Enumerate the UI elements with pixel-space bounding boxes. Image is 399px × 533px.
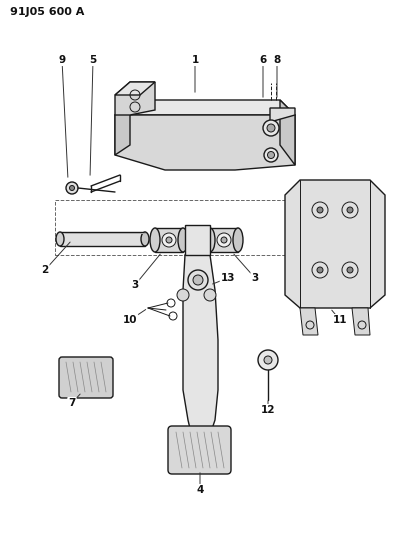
Ellipse shape: [141, 232, 149, 246]
Circle shape: [264, 148, 278, 162]
Text: 2: 2: [41, 265, 49, 275]
Text: 11: 11: [333, 315, 347, 325]
Circle shape: [188, 270, 208, 290]
Circle shape: [267, 151, 275, 158]
Circle shape: [267, 124, 275, 132]
Polygon shape: [300, 308, 318, 335]
Polygon shape: [115, 100, 130, 155]
Ellipse shape: [56, 232, 64, 246]
Circle shape: [221, 237, 227, 243]
Polygon shape: [285, 180, 385, 308]
Text: 3: 3: [131, 280, 138, 290]
Circle shape: [217, 233, 231, 247]
Circle shape: [193, 275, 203, 285]
Circle shape: [317, 207, 323, 213]
Text: 91J05 600 A: 91J05 600 A: [10, 7, 84, 17]
Polygon shape: [185, 225, 210, 255]
FancyBboxPatch shape: [59, 357, 113, 398]
Polygon shape: [115, 82, 155, 115]
Polygon shape: [280, 100, 295, 165]
Text: 1: 1: [192, 55, 199, 65]
Text: 7: 7: [68, 398, 76, 408]
Ellipse shape: [205, 228, 215, 252]
Polygon shape: [115, 115, 295, 170]
Bar: [55, 200, 305, 255]
Ellipse shape: [233, 228, 243, 252]
Text: 8: 8: [273, 55, 280, 65]
Polygon shape: [60, 232, 145, 246]
Text: 3: 3: [251, 273, 259, 283]
Circle shape: [347, 267, 353, 273]
Text: 4: 4: [196, 485, 203, 495]
Circle shape: [347, 207, 353, 213]
Text: 5: 5: [89, 55, 97, 65]
Polygon shape: [115, 100, 295, 115]
Ellipse shape: [150, 228, 160, 252]
Polygon shape: [183, 255, 218, 450]
Text: 13: 13: [221, 273, 235, 283]
Circle shape: [317, 267, 323, 273]
Polygon shape: [270, 108, 295, 122]
Circle shape: [258, 350, 278, 370]
Text: 12: 12: [261, 405, 275, 415]
Polygon shape: [210, 228, 238, 252]
Ellipse shape: [178, 228, 188, 252]
Polygon shape: [155, 228, 183, 252]
Circle shape: [166, 237, 172, 243]
Circle shape: [263, 120, 279, 136]
FancyBboxPatch shape: [168, 426, 231, 474]
Circle shape: [162, 233, 176, 247]
Polygon shape: [115, 82, 155, 95]
Text: 9: 9: [58, 55, 65, 65]
Polygon shape: [352, 308, 370, 335]
Text: 10: 10: [123, 315, 137, 325]
Text: 6: 6: [259, 55, 267, 65]
Circle shape: [66, 182, 78, 194]
Circle shape: [69, 185, 75, 190]
Circle shape: [264, 356, 272, 364]
Circle shape: [177, 289, 189, 301]
Circle shape: [204, 289, 216, 301]
